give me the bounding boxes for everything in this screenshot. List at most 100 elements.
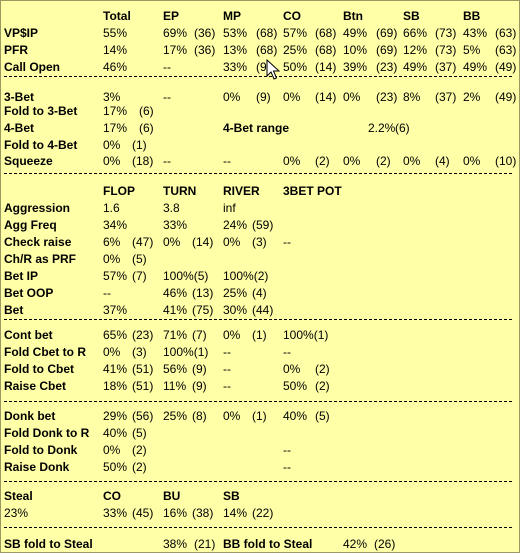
fold-to-3bet-count: (6)	[139, 104, 154, 118]
stat-value: (23)	[132, 328, 154, 342]
steal-header-bu: BU	[163, 489, 181, 503]
mouse-cursor-icon	[266, 59, 280, 80]
stat-value: 0%	[223, 409, 241, 423]
stat-value: (37)	[435, 60, 457, 74]
stat-value: 0%	[163, 235, 181, 249]
stat-value: 41%	[103, 362, 128, 376]
stat-value: (51)	[132, 362, 154, 376]
stat-value: (9)	[256, 90, 271, 104]
stat-label: Fold Cbet to R	[4, 345, 86, 359]
steal-co-count: (45)	[132, 506, 154, 520]
stat-value: (14)	[192, 235, 214, 249]
stat-value: 0%	[223, 328, 241, 342]
stat-value: (7)	[132, 269, 147, 283]
stat-value: (2)	[132, 460, 147, 474]
stat-value: 25%	[223, 286, 248, 300]
stat-value: --	[283, 460, 291, 474]
stat-label: Check raise	[4, 235, 72, 249]
fold-to-4bet-label: Fold to 4-Bet	[4, 138, 78, 152]
stat-value: 56%	[163, 362, 188, 376]
stat-label: Donk bet	[4, 409, 56, 423]
stat-value: 1.6	[103, 201, 120, 215]
stat-value: 34%	[103, 218, 128, 232]
stat-value: 43%	[463, 26, 488, 40]
stat-value: 57%	[283, 26, 308, 40]
header-ep: EP	[163, 9, 180, 23]
steal-bu-count: (38)	[192, 506, 214, 520]
stat-value: 5%	[463, 43, 481, 57]
stat-value: (63)	[495, 43, 517, 57]
stat-value: (5)	[315, 409, 330, 423]
stat-value: 30%	[223, 303, 248, 317]
stat-value: 50%	[283, 379, 308, 393]
stat-value: 3%	[103, 90, 121, 104]
stat-value: (2)	[315, 362, 330, 376]
stat-value: 100%(2)	[223, 269, 269, 283]
stat-value: 0%	[343, 154, 361, 168]
stat-value: 0%	[403, 154, 421, 168]
stat-value: (36)	[194, 43, 216, 57]
stat-value: (73)	[435, 26, 457, 40]
bb-fold-to-steal-pct: 42%	[343, 537, 368, 551]
steal-header-co: CO	[103, 489, 121, 503]
stat-value: (8)	[192, 409, 207, 423]
stat-value: 50%	[283, 60, 308, 74]
sb-fold-to-steal-pct: 38%	[163, 537, 188, 551]
stat-value: (36)	[194, 26, 216, 40]
stat-value: (56)	[132, 409, 154, 423]
separator	[4, 527, 512, 528]
stat-value: 49%	[343, 26, 368, 40]
stat-value: 0%	[223, 235, 241, 249]
stat-label: Raise Donk	[4, 460, 70, 474]
stat-value: 25%	[283, 43, 308, 57]
fold-to-3bet-label: Fold to 3-Bet	[4, 104, 78, 118]
four-bet-count: (6)	[139, 121, 154, 135]
stat-value: 65%	[103, 328, 128, 342]
fold-to-4bet-value: 0%	[103, 138, 121, 152]
stat-value: 11%	[163, 379, 187, 393]
stat-value: (59)	[252, 218, 274, 232]
stat-value: (68)	[256, 26, 278, 40]
bb-fold-to-steal-label: BB fold to Steal	[223, 537, 313, 551]
header-3bet-pot: 3BET POT	[283, 184, 342, 198]
stat-label: Squeeze	[4, 154, 53, 168]
stat-value: (5)	[132, 252, 147, 266]
stat-label: Fold to Donk	[4, 443, 78, 457]
stat-value: 25%	[163, 409, 188, 423]
header-co: CO	[283, 9, 301, 23]
stat-value: (2)	[132, 443, 147, 457]
stat-value: --	[283, 443, 291, 457]
stat-value: 0%	[103, 345, 121, 359]
stat-value: (23)	[376, 60, 398, 74]
steal-total: 23%	[4, 506, 29, 520]
stat-value: (69)	[376, 43, 398, 57]
stat-value: (2)	[315, 154, 330, 168]
stat-value: (23)	[376, 90, 398, 104]
stat-value: 37%	[103, 303, 128, 317]
header-mp: MP	[223, 9, 241, 23]
four-bet-label: 4-Bet	[4, 121, 35, 135]
stat-value: 0%	[283, 90, 301, 104]
stat-value: (49)	[495, 90, 517, 104]
stat-value: 18%	[103, 379, 128, 393]
stat-value: (37)	[435, 90, 457, 104]
header-bb: BB	[463, 9, 481, 23]
stat-value: --	[223, 379, 231, 393]
stat-value: (3)	[252, 235, 267, 249]
bb-fold-to-steal-count: (26)	[374, 537, 396, 551]
stat-value: (4)	[252, 286, 267, 300]
stat-value: --	[163, 60, 171, 74]
stat-value: 0%	[463, 154, 481, 168]
stat-value: (1)	[252, 328, 267, 342]
header-flop: FLOP	[103, 184, 135, 198]
header-total: Total	[103, 9, 131, 23]
stat-label: Bet	[4, 303, 24, 317]
stat-value: 40%	[283, 409, 308, 423]
stat-label: Call Open	[4, 60, 61, 74]
stat-label: PFR	[4, 43, 28, 57]
stat-value: 8%	[403, 90, 421, 104]
stat-value: (2)	[376, 154, 391, 168]
stat-label: Cont bet	[4, 328, 53, 342]
stat-value: 0%	[283, 154, 301, 168]
